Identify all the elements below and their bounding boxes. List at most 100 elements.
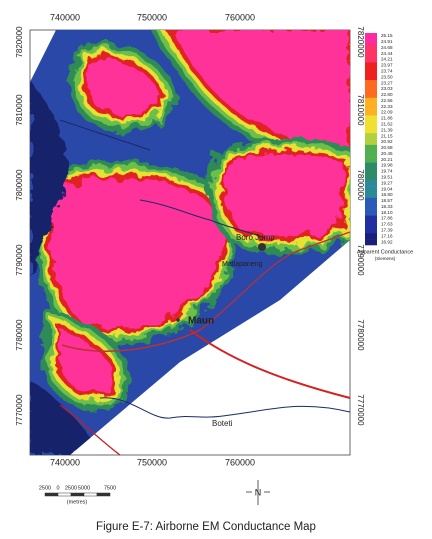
legend-swatch [365,44,377,51]
legend-value: 23.50 [381,74,393,79]
legend-swatch [365,192,377,199]
rivers [59,119,351,419]
legend-swatch [365,62,377,69]
coord-label: 750000 [137,12,167,22]
legend-value: 23.74 [381,68,393,73]
conductance-core [224,153,345,237]
legend-value: 18.57 [381,198,393,203]
legend-swatch [365,115,377,122]
legend-swatch [365,33,377,40]
place-label: Matlapaneng [222,261,263,268]
legend-swatch [365,133,377,140]
coord-label: 740000 [50,12,80,22]
legend-swatch [365,203,377,210]
legend-value: 18.33 [381,204,393,209]
roads [59,231,351,456]
camp-marker [258,243,266,251]
legend-swatch [365,97,377,104]
coord-label: 7820000 [15,26,24,58]
place-label: Maun [188,316,214,327]
legend-value: 19.27 [381,180,393,185]
legend-value: 22.80 [381,92,393,97]
legend-value: 23.27 [381,80,393,85]
legend-value: 21.86 [381,116,393,121]
coord-label: 750000 [137,457,167,467]
legend-value: 22.56 [381,98,393,103]
maun-marker [176,318,180,322]
legend-value: 19.51 [381,174,393,179]
legend-swatch [365,156,377,163]
coord-label: 7820000 [356,26,365,58]
conductance-core [86,59,160,116]
legend-swatch [365,233,377,240]
legend-value: 24.44 [381,51,393,56]
legend-value: 24.91 [381,39,393,44]
coord-label: 7810000 [356,94,365,126]
low-zone [30,80,69,280]
legend-value: 18.10 [381,210,393,215]
legend-value: 20.68 [381,145,393,150]
legend-value: 20.45 [381,151,393,156]
scale-label: 2500 [39,485,51,491]
legend-value: 20.92 [381,139,393,144]
legend-swatch [365,56,377,63]
scale-label: 5000 [78,485,90,491]
place-label: Boteti [212,419,233,428]
scale-unit: (metres) [67,499,88,505]
legend-title: Apparent Conductance [357,249,413,255]
legend-value: 17.39 [381,227,393,232]
low-zone [30,380,100,455]
legend-value: 19.98 [381,163,393,168]
scale-label: 7500 [104,485,116,491]
legend-swatch [365,215,377,222]
legend-value: 24.21 [381,57,393,62]
caption: Figure E-7: Airborne EM Conductance Map [96,521,316,533]
legend-swatch [365,168,377,175]
scale-label: 0 [56,485,59,491]
coord-label: 7790000 [356,244,365,276]
legend-swatch [365,74,377,81]
legend-swatch [365,197,377,205]
north-label: N [255,487,262,497]
legend-swatch [365,109,377,116]
legend-value: 21.62 [381,121,393,126]
legend-value: 16.92 [381,239,393,244]
conductance-grid [30,30,350,455]
legend-swatch [365,86,377,93]
coord-label: 7800000 [356,169,365,201]
coord-label: 760000 [225,457,255,467]
coord-label: 7810000 [15,94,24,126]
legend-swatch [365,150,377,157]
legend-value: 23.03 [381,86,393,91]
legend-unit: (Siemens) [375,256,396,261]
coord-label: 7780000 [15,319,24,351]
legend-swatch [365,162,377,169]
legend-value: 24.68 [381,45,393,50]
conductance-core [51,177,223,329]
legend-value: 20.21 [381,157,393,162]
legend-value: 21.39 [381,127,393,132]
coord-label: 7800000 [15,169,24,201]
legend-swatch [365,239,377,246]
legend-swatch [365,127,377,134]
legend-swatch [365,174,377,181]
legend-swatch [365,80,377,87]
coord-label: 7770000 [15,394,24,426]
conductance-core [60,330,112,394]
legend-swatch [365,50,377,57]
legend-value: 25.15 [381,33,393,38]
legend-swatch [365,186,377,193]
legend-swatch [365,144,377,152]
legend-swatch [365,139,377,146]
coord-label: 760000 [225,12,255,22]
legend-value: 22.33 [381,104,393,109]
legend-swatch [365,227,377,234]
legend-value: 18.80 [381,192,393,197]
coord-label: 740000 [50,457,80,467]
place-label: Boro Jump [236,233,275,242]
conductance-core [170,30,350,150]
legend-value: 21.15 [381,133,393,138]
legend-swatch [365,209,377,216]
legend-swatch [365,38,377,46]
